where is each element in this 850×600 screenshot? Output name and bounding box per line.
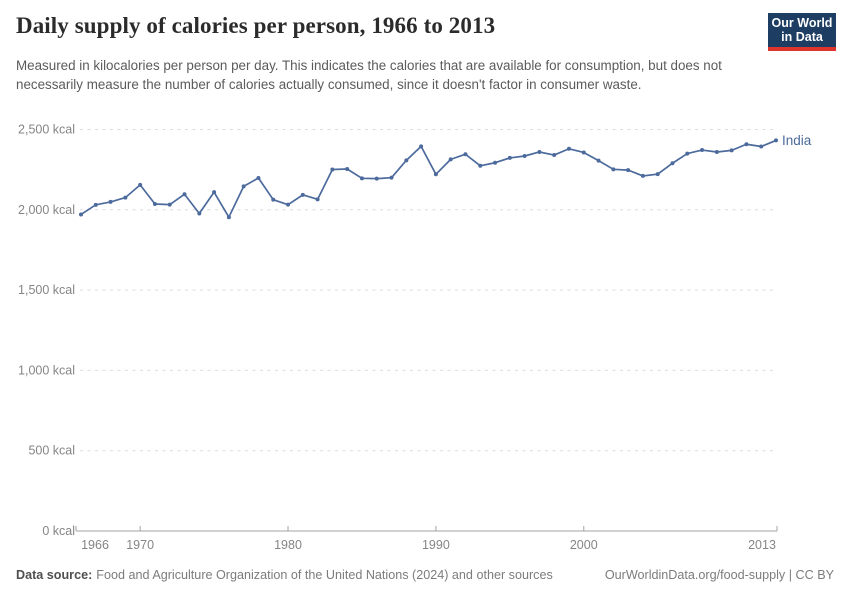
data-point-marker[interactable]: [315, 197, 320, 202]
data-point-marker[interactable]: [507, 155, 512, 160]
data-point-marker[interactable]: [626, 168, 631, 173]
data-point-marker[interactable]: [359, 176, 364, 181]
data-point-marker[interactable]: [493, 160, 498, 165]
x-tick-label: 1980: [274, 538, 302, 552]
data-point-marker[interactable]: [241, 184, 246, 189]
data-point-marker[interactable]: [655, 172, 660, 177]
data-point-marker[interactable]: [197, 211, 202, 216]
data-point-marker[interactable]: [522, 153, 527, 158]
owid-logo[interactable]: Our World in Data: [768, 13, 836, 51]
y-tick-label: 2,500 kcal: [18, 123, 75, 137]
data-point-marker[interactable]: [596, 158, 601, 163]
data-point-marker[interactable]: [182, 192, 187, 197]
logo-line2: in Data: [781, 30, 823, 44]
page-title: Daily supply of calories per person, 196…: [16, 13, 496, 38]
data-point-marker[interactable]: [581, 150, 586, 155]
data-point-marker[interactable]: [108, 199, 113, 204]
y-tick-label: 0 kcal: [42, 524, 75, 538]
data-point-marker[interactable]: [611, 167, 616, 172]
x-tick-label: 2013: [748, 538, 776, 552]
data-point-marker[interactable]: [744, 142, 749, 147]
y-tick-label: 1,500 kcal: [18, 283, 75, 297]
data-point-marker[interactable]: [212, 190, 217, 195]
chart-subtitle: Measured in kilocalories per person per …: [16, 58, 722, 93]
data-point-marker[interactable]: [729, 148, 734, 153]
series-line-india[interactable]: [80, 139, 777, 219]
data-point-marker[interactable]: [433, 172, 438, 177]
data-point-marker[interactable]: [774, 138, 778, 143]
data-source-label: Data source:: [16, 568, 93, 582]
x-tick-label: 1970: [126, 538, 154, 552]
data-point-marker[interactable]: [714, 149, 719, 154]
data-point-marker[interactable]: [330, 167, 335, 172]
y-tick-label: 1,000 kcal: [18, 363, 75, 377]
data-point-marker[interactable]: [79, 212, 83, 217]
data-point-marker[interactable]: [478, 163, 483, 168]
y-tick-label: 500 kcal: [28, 444, 75, 458]
data-point-marker[interactable]: [167, 202, 172, 207]
data-point-marker[interactable]: [345, 167, 350, 172]
data-point-marker[interactable]: [448, 157, 453, 162]
chart-footer: Data source: Food and Agriculture Organiz…: [16, 568, 834, 582]
data-point-marker[interactable]: [286, 202, 291, 207]
data-point-marker[interactable]: [463, 152, 468, 157]
data-point-marker[interactable]: [300, 192, 305, 197]
logo-red-bar: [768, 47, 836, 51]
data-point-marker[interactable]: [566, 146, 571, 151]
data-source-text: Food and Agriculture Organization of the…: [96, 568, 553, 582]
footer-right: OurWorldinData.org/food-supply | CC BY: [605, 568, 834, 582]
data-point-marker[interactable]: [404, 158, 409, 163]
y-tick-label: 2,000 kcal: [18, 203, 75, 217]
data-point-marker[interactable]: [552, 153, 557, 158]
data-point-marker[interactable]: [640, 173, 645, 178]
x-tick-label: 1990: [422, 538, 450, 552]
data-point-marker[interactable]: [226, 215, 231, 220]
data-source-note: Data source: Food and Agriculture Organiz…: [16, 568, 553, 582]
data-point-marker[interactable]: [93, 202, 98, 207]
data-point-marker[interactable]: [419, 144, 424, 149]
license-label: CC BY: [795, 568, 835, 582]
data-point-marker[interactable]: [700, 148, 705, 153]
data-point-marker[interactable]: [374, 176, 379, 181]
logo-line1: Our World: [771, 16, 833, 30]
data-point-marker[interactable]: [759, 144, 764, 149]
data-point-marker[interactable]: [271, 197, 276, 202]
data-point-marker[interactable]: [152, 202, 157, 207]
footer-separator: |: [785, 568, 796, 582]
data-point-marker[interactable]: [256, 176, 261, 181]
entity-label-india[interactable]: India: [782, 133, 812, 148]
data-point-marker[interactable]: [685, 151, 690, 156]
owid-url-link[interactable]: OurWorldinData.org/food-supply: [604, 568, 786, 582]
data-point-marker[interactable]: [670, 161, 675, 166]
data-point-marker[interactable]: [123, 195, 128, 200]
data-point-marker[interactable]: [138, 182, 143, 187]
data-point-marker[interactable]: [389, 175, 394, 180]
x-tick-label: 2000: [570, 538, 598, 552]
x-tick-label: 1966: [81, 538, 109, 552]
data-point-marker[interactable]: [537, 149, 542, 154]
